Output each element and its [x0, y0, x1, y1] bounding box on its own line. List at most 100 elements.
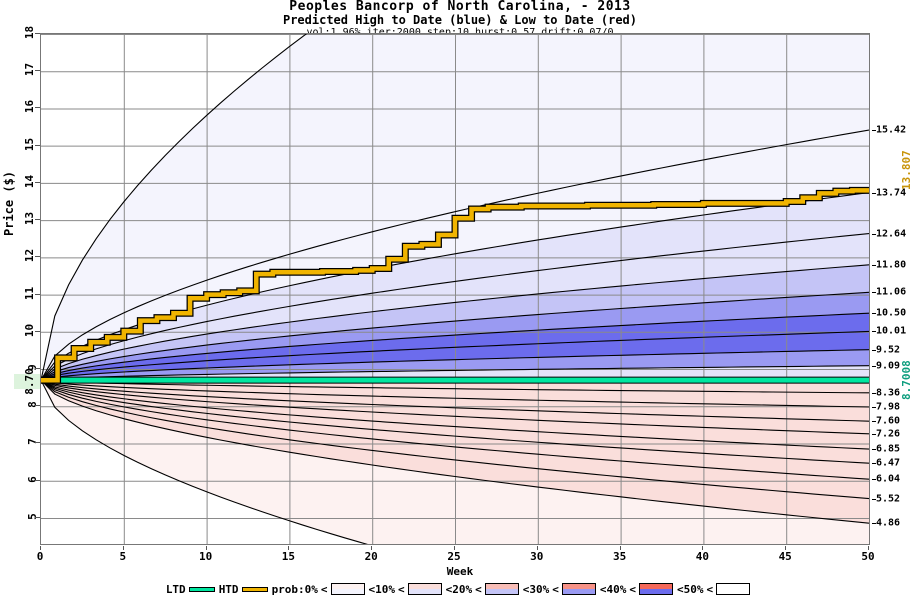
y-tick-mark: [35, 107, 40, 109]
y-tick-mark: [35, 256, 40, 258]
htd-value-label: 13.807: [900, 150, 913, 190]
x-tick-mark: [288, 546, 290, 550]
right-label-7.60: 7.60: [876, 415, 901, 427]
right-label-6.47: 6.47: [876, 457, 901, 469]
right-tick-mark: [872, 523, 876, 525]
chart-legend: LTD HTD prob:0% < <10% < <20% < <30% < <40% < <50% <: [0, 581, 920, 597]
legend-prob-label-3: <30%: [522, 582, 550, 596]
right-label-5.52: 5.52: [876, 493, 901, 505]
right-tick-mark: [872, 433, 876, 435]
right-label-11.06: 11.06: [876, 286, 907, 298]
y-tick-mark: [35, 516, 40, 518]
prob-swatch-5: [716, 583, 751, 595]
htd-swatch: [241, 586, 268, 592]
legend-prob-label-0: prob:0%: [271, 582, 318, 596]
legend-lt-sign-4: <: [629, 582, 637, 596]
legend-prob-1: <10% <: [369, 583, 442, 596]
legend-lt-sign-0: <: [320, 582, 328, 596]
prob-swatch-4: [639, 583, 674, 595]
y-tick-mark: [35, 219, 40, 221]
chart-parameters: vol:1.96% iter:2000 step:10 hurst:0.57 d…: [0, 27, 920, 39]
title-block: Peoples Bancorp of North Carolina, - 201…: [0, 0, 920, 39]
right-tick-mark: [872, 264, 876, 266]
chart-title: Peoples Bancorp of North Carolina, - 201…: [289, 0, 631, 14]
right-tick-mark: [872, 292, 876, 294]
y-tick-mark: [35, 181, 40, 183]
right-label-6.85: 6.85: [876, 443, 901, 455]
y-tick-mark: [35, 368, 40, 370]
right-tick-mark: [872, 421, 876, 423]
y-tick-mark: [35, 405, 40, 407]
x-tick-50: 50: [861, 550, 875, 563]
right-label-7.26: 7.26: [876, 428, 901, 440]
plot-area: ©www.textbiz.org The Research Foundation…: [40, 33, 870, 545]
y-tick-mark: [35, 33, 40, 34]
y-tick-14: 14: [22, 174, 36, 189]
y-tick-18: 18: [22, 25, 36, 40]
y-tick-15: 15: [22, 137, 36, 151]
right-label-15.42: 15.42: [876, 124, 907, 136]
x-tick-mark: [785, 546, 787, 550]
x-tick-mark: [536, 546, 538, 550]
legend-prob-label-2: <20%: [445, 582, 473, 596]
x-axis-ticks: 0 5 10 15 20 25 30 35 40 45 50: [36, 546, 875, 564]
x-tick-mark: [454, 546, 455, 550]
right-label-6.04: 6.04: [876, 473, 901, 485]
y-tick-mark: [35, 144, 40, 146]
prob-swatch-2: [484, 583, 519, 595]
y-tick-16: 16: [22, 100, 36, 114]
x-tick-30: 30: [530, 550, 544, 563]
y-tick-13: 13: [22, 212, 36, 226]
x-tick-10: 10: [198, 550, 213, 563]
right-label-4.86: 4.86: [876, 517, 901, 529]
prob-swatch-3: [561, 583, 596, 595]
x-tick-mark: [371, 546, 373, 550]
right-axis-labels: 15.42 13.74 12.64 11.80 11.06 10.50 10.01 9.52 9…: [872, 33, 920, 545]
right-tick-mark: [872, 449, 876, 451]
legend-htd-label: HTD: [218, 582, 239, 596]
right-tick-mark: [872, 331, 876, 333]
x-tick-mark: [868, 546, 869, 550]
right-tick-mark: [872, 233, 876, 235]
y-tick-mark: [35, 330, 40, 332]
legend-ltd: LTD: [166, 583, 215, 596]
right-label-9.09: 9.09: [876, 360, 901, 372]
x-tick-15: 15: [281, 550, 296, 563]
right-label-12.64: 12.64: [876, 228, 907, 240]
fan-chart-svg: [41, 34, 869, 544]
right-label-10.01: 10.01: [876, 325, 907, 337]
legend-prob-0: prob:0% <: [272, 583, 365, 596]
x-tick-mark: [40, 546, 41, 550]
y-tick-mark: [35, 293, 40, 295]
right-label-7.98: 7.98: [876, 401, 901, 413]
right-tick-mark: [872, 407, 876, 408]
legend-lt-sign-5: <: [706, 582, 714, 596]
y-tick-11: 11: [22, 286, 36, 300]
right-tick-mark: [872, 349, 876, 351]
legend-prob-2: <20% <: [446, 583, 519, 596]
legend-lt-sign-3: <: [552, 582, 559, 596]
ltd-swatch: [188, 586, 215, 592]
x-tick-0: 0: [36, 550, 44, 563]
right-label-9.52: 9.52: [876, 344, 901, 356]
legend-ltd-label: LTD: [165, 582, 186, 596]
right-label-11.80: 11.80: [876, 259, 907, 271]
y-tick-17: 17: [22, 63, 36, 77]
right-label-8.36: 8.36: [876, 387, 901, 399]
right-tick-mark: [872, 365, 876, 367]
right-label-13.74: 13.74: [876, 187, 907, 199]
right-tick-mark: [872, 392, 876, 394]
right-tick-mark: [872, 463, 876, 465]
x-tick-mark: [702, 546, 704, 550]
legend-prob-label-1: <10%: [368, 582, 396, 596]
x-tick-20: 20: [364, 550, 378, 563]
y-tick-mark: [35, 479, 40, 481]
x-tick-40: 40: [695, 550, 710, 563]
right-tick-mark: [872, 498, 876, 500]
right-tick-mark: [872, 192, 876, 194]
x-tick-mark: [122, 546, 124, 550]
x-tick-25: 25: [447, 550, 461, 563]
legend-prob-3: <30% <: [523, 583, 596, 596]
right-tick-mark: [872, 313, 876, 315]
